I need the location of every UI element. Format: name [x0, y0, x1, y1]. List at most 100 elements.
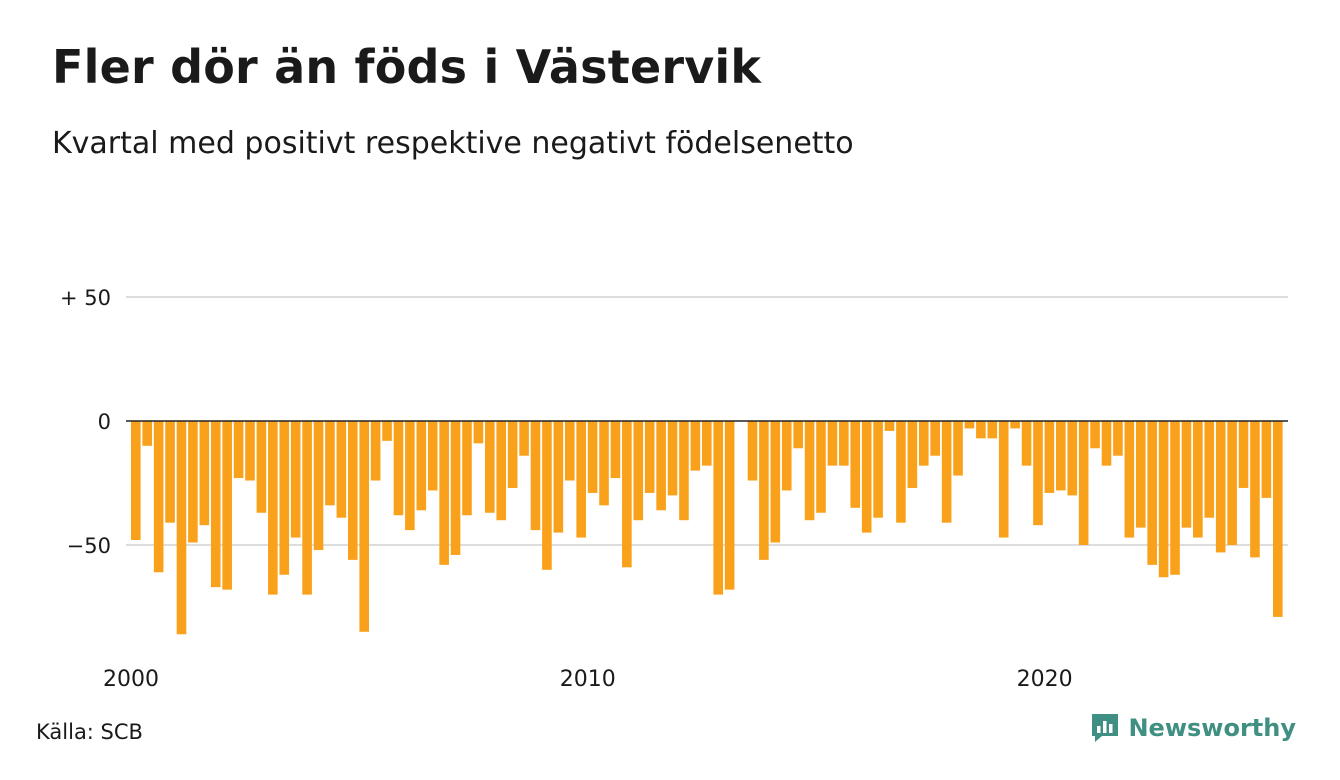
newsworthy-brand[interactable]: Newsworthy	[1090, 712, 1296, 744]
x-tick-label: 2000	[103, 667, 159, 692]
bar	[1147, 421, 1157, 565]
y-tick-label: + 50	[60, 286, 111, 310]
bar	[998, 421, 1009, 538]
bar	[1250, 421, 1260, 558]
bar	[290, 421, 301, 538]
bar	[233, 421, 244, 479]
bar	[336, 421, 347, 518]
bar	[279, 421, 290, 575]
bar	[987, 421, 998, 439]
bar	[964, 421, 975, 429]
bar	[679, 421, 689, 521]
bar	[1044, 421, 1055, 493]
bar	[656, 421, 666, 511]
bar	[839, 421, 849, 466]
bar	[1056, 421, 1066, 491]
bar	[918, 421, 929, 466]
bar	[473, 421, 484, 444]
x-tick-label: 2010	[560, 667, 616, 692]
bar	[507, 421, 518, 488]
chart-subtitle: Kvartal med positivt respektive negativt…	[52, 126, 854, 161]
bar	[622, 421, 632, 568]
bar	[702, 421, 712, 466]
bar	[827, 421, 838, 466]
bar	[1227, 421, 1237, 545]
bar	[325, 421, 335, 506]
bar	[1078, 421, 1089, 545]
bar	[382, 421, 392, 441]
bar	[370, 421, 381, 481]
source-note: Källa: SCB	[36, 720, 143, 744]
bar	[485, 421, 495, 513]
newsworthy-logo-icon	[1092, 714, 1119, 742]
bar	[1033, 421, 1043, 526]
bar	[633, 421, 644, 521]
bar	[199, 421, 210, 526]
bar	[530, 421, 541, 531]
bar	[816, 421, 826, 513]
bar	[724, 421, 735, 590]
bar-chart: + 50 0 −50 2000 2010 2020	[60, 286, 1288, 692]
bar	[416, 421, 427, 511]
y-tick-label: −50	[67, 534, 111, 558]
bar	[713, 421, 724, 595]
bar	[393, 421, 404, 516]
bar	[153, 421, 164, 573]
y-tick-label: 0	[98, 410, 111, 434]
bar	[587, 421, 598, 493]
bar	[576, 421, 586, 538]
bar	[165, 421, 175, 523]
bar	[896, 421, 906, 523]
bar	[1193, 421, 1203, 538]
bar	[747, 421, 758, 481]
bar	[347, 421, 358, 560]
bar	[462, 421, 472, 516]
bar	[1021, 421, 1032, 466]
bar	[770, 421, 781, 543]
bar	[564, 421, 575, 481]
bar	[884, 421, 895, 431]
bar	[439, 421, 449, 565]
bar	[519, 421, 529, 456]
bar	[222, 421, 232, 590]
bar	[941, 421, 952, 523]
bar	[553, 421, 564, 533]
bar	[1261, 421, 1272, 498]
bar	[450, 421, 461, 555]
bar	[1067, 421, 1078, 496]
bar	[690, 421, 701, 471]
bar	[907, 421, 918, 488]
bar	[1113, 421, 1123, 456]
bar	[873, 421, 883, 518]
bar	[131, 421, 141, 541]
bar	[861, 421, 872, 533]
bar	[496, 421, 507, 521]
bar	[1181, 421, 1192, 528]
bar	[793, 421, 803, 449]
bar	[256, 421, 267, 513]
bar	[850, 421, 861, 508]
bar	[667, 421, 678, 496]
bar	[1135, 421, 1146, 528]
bar	[644, 421, 655, 493]
bar	[1238, 421, 1249, 488]
bar	[1124, 421, 1135, 538]
bar	[599, 421, 609, 506]
bar	[1158, 421, 1169, 578]
bar	[210, 421, 221, 588]
bar	[804, 421, 815, 521]
bar	[188, 421, 198, 543]
bar	[359, 421, 369, 632]
bar	[313, 421, 324, 550]
x-tick-label: 2020	[1017, 667, 1073, 692]
bar	[302, 421, 312, 595]
bar	[930, 421, 940, 456]
bar	[176, 421, 187, 635]
bar	[1170, 421, 1180, 575]
brand-name: Newsworthy	[1128, 714, 1296, 742]
bar	[1204, 421, 1215, 518]
bar	[427, 421, 438, 491]
bar	[1101, 421, 1112, 466]
bar	[759, 421, 769, 560]
bar	[953, 421, 963, 476]
